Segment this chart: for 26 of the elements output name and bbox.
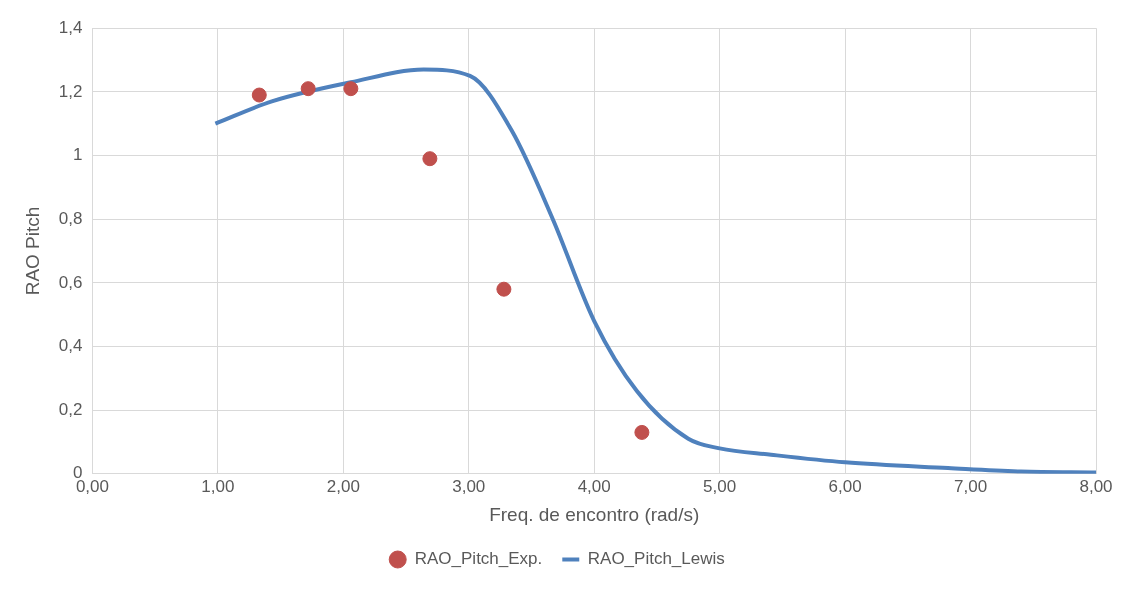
x-tick-label: 5,00 xyxy=(703,476,737,496)
x-tick-label: 3,00 xyxy=(452,476,486,496)
y-tick-label: 0,4 xyxy=(58,336,83,356)
x-tick-label: 4,00 xyxy=(577,476,611,496)
x-tick-label: 1,00 xyxy=(201,476,235,496)
y-tick-label: 1 xyxy=(72,145,83,165)
legend-label: RAO_Pitch_Lewis xyxy=(587,549,725,569)
point xyxy=(496,281,512,297)
y-tick-label: 0,2 xyxy=(58,399,83,419)
x-tick-label: 2,00 xyxy=(326,476,360,496)
point xyxy=(251,87,267,103)
y-tick-label: 0,6 xyxy=(58,272,83,292)
point xyxy=(300,81,316,97)
y-tick-label: 1,2 xyxy=(58,81,83,101)
x-tick-label: 7,00 xyxy=(954,476,988,496)
point xyxy=(422,151,438,167)
x-tick-label: 8,00 xyxy=(1079,476,1113,496)
point xyxy=(343,81,359,97)
line-series xyxy=(213,67,1096,474)
y-axis-title: RAO Pitch xyxy=(21,206,43,296)
legend-label: RAO_Pitch_Exp. xyxy=(414,549,543,569)
x-axis-title: Freq. de encontro (rad/s) xyxy=(489,503,700,525)
y-tick-label: 1,4 xyxy=(58,17,83,37)
point xyxy=(634,424,650,440)
x-tick-label: 6,00 xyxy=(828,476,862,496)
y-tick-label: 0,8 xyxy=(58,208,83,228)
